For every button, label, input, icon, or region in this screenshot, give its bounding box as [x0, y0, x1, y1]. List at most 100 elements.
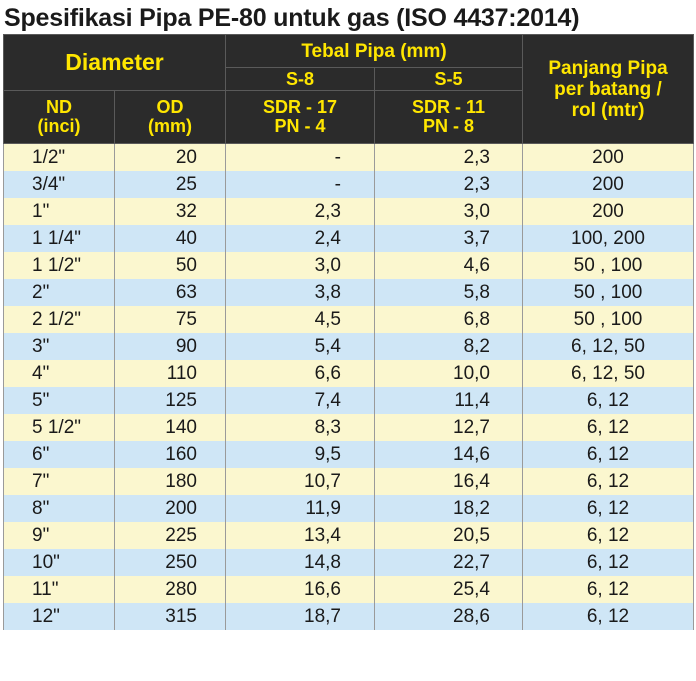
header-sdr17-line1: SDR - 17	[262, 97, 338, 117]
cell-panjang: 6, 12	[522, 549, 694, 576]
cell-panjang: 50 , 100	[522, 306, 694, 333]
cell-od: 20	[114, 143, 226, 171]
cell-s5: 12,7	[374, 414, 523, 441]
cell-nd: 5 1/2"	[3, 414, 115, 441]
cell-s8: 14,8	[225, 549, 375, 576]
header-sdr11-line2: PN - 8	[422, 116, 474, 136]
cell-panjang: 6, 12	[522, 522, 694, 549]
table-row: 8" 200 11,9 18,2 6, 12	[3, 495, 694, 522]
cell-od: 50	[114, 252, 226, 279]
table-header: Diameter Tebal Pipa (mm) Panjang Pipa pe…	[3, 34, 694, 144]
table-row: 3" 90 5,4 8,2 6, 12, 50	[3, 333, 694, 360]
cell-od: 140	[114, 414, 226, 441]
table-row: 5 1/2" 140 8,3 12,7 6, 12	[3, 414, 694, 441]
cell-s5: 16,4	[374, 468, 523, 495]
cell-panjang: 200	[522, 143, 694, 171]
cell-nd: 3/4"	[3, 171, 115, 198]
cell-panjang: 100, 200	[522, 225, 694, 252]
cell-s8: 2,3	[225, 198, 375, 225]
cell-s8: 6,6	[225, 360, 375, 387]
cell-s5: 6,8	[374, 306, 523, 333]
header-nd-line2: (inci)	[37, 116, 81, 136]
cell-od: 40	[114, 225, 226, 252]
cell-s8: 2,4	[225, 225, 375, 252]
table-row: 9" 225 13,4 20,5 6, 12	[3, 522, 694, 549]
cell-s5: 20,5	[374, 522, 523, 549]
table-row: 5" 125 7,4 11,4 6, 12	[3, 387, 694, 414]
cell-od: 25	[114, 171, 226, 198]
cell-nd: 6"	[3, 441, 115, 468]
header-sdr17: SDR - 17 PN - 4	[225, 90, 375, 144]
table-row: 12" 315 18,7 28,6 6, 12	[3, 603, 694, 630]
cell-s5: 14,6	[374, 441, 523, 468]
cell-nd: 9"	[3, 522, 115, 549]
cell-od: 315	[114, 603, 226, 630]
cell-nd: 3"	[3, 333, 115, 360]
header-nd-line1: ND	[46, 97, 72, 117]
cell-panjang: 6, 12, 50	[522, 333, 694, 360]
header-od: OD (mm)	[114, 90, 226, 144]
cell-od: 180	[114, 468, 226, 495]
cell-s5: 25,4	[374, 576, 523, 603]
table-row: 2 1/2" 75 4,5 6,8 50 , 100	[3, 306, 694, 333]
table-row: 1" 32 2,3 3,0 200	[3, 198, 694, 225]
cell-s5: 2,3	[374, 143, 523, 171]
header-sdr11: SDR - 11 PN - 8	[374, 90, 523, 144]
header-od-line1: OD	[156, 97, 184, 117]
cell-nd: 7"	[3, 468, 115, 495]
cell-nd: 1/2"	[3, 143, 115, 171]
cell-s5: 3,7	[374, 225, 523, 252]
cell-panjang: 50 , 100	[522, 252, 694, 279]
cell-s8: 10,7	[225, 468, 375, 495]
cell-s5: 28,6	[374, 603, 523, 630]
cell-s5: 18,2	[374, 495, 523, 522]
table-row: 2" 63 3,8 5,8 50 , 100	[3, 279, 694, 306]
spec-table: Diameter Tebal Pipa (mm) Panjang Pipa pe…	[3, 34, 694, 630]
cell-nd: 12"	[3, 603, 115, 630]
table-row: 6" 160 9,5 14,6 6, 12	[3, 441, 694, 468]
cell-panjang: 6, 12	[522, 603, 694, 630]
cell-s5: 2,3	[374, 171, 523, 198]
cell-nd: 1 1/4"	[3, 225, 115, 252]
cell-panjang: 6, 12	[522, 387, 694, 414]
cell-panjang: 6, 12	[522, 441, 694, 468]
cell-s8: 7,4	[225, 387, 375, 414]
cell-s8: 13,4	[225, 522, 375, 549]
cell-nd: 1"	[3, 198, 115, 225]
cell-nd: 10"	[3, 549, 115, 576]
cell-nd: 2"	[3, 279, 115, 306]
table-row: 10" 250 14,8 22,7 6, 12	[3, 549, 694, 576]
table-row: 1 1/4" 40 2,4 3,7 100, 200	[3, 225, 694, 252]
header-nd: ND (inci)	[3, 90, 115, 144]
header-panjang-line1: Panjang Pipa	[548, 57, 668, 79]
cell-panjang: 200	[522, 198, 694, 225]
cell-s5: 22,7	[374, 549, 523, 576]
cell-s5: 3,0	[374, 198, 523, 225]
cell-s5: 8,2	[374, 333, 523, 360]
cell-s8: 3,0	[225, 252, 375, 279]
cell-s5: 4,6	[374, 252, 523, 279]
cell-s8: -	[225, 143, 375, 171]
cell-s8: 5,4	[225, 333, 375, 360]
cell-s8: 9,5	[225, 441, 375, 468]
table-row: 4" 110 6,6 10,0 6, 12, 50	[3, 360, 694, 387]
cell-s8: 4,5	[225, 306, 375, 333]
cell-od: 110	[114, 360, 226, 387]
cell-s8: 11,9	[225, 495, 375, 522]
cell-nd: 5"	[3, 387, 115, 414]
cell-od: 75	[114, 306, 226, 333]
table-row: 7" 180 10,7 16,4 6, 12	[3, 468, 694, 495]
cell-od: 225	[114, 522, 226, 549]
header-sdr11-line1: SDR - 11	[411, 97, 486, 117]
cell-od: 250	[114, 549, 226, 576]
header-s5: S-5	[374, 67, 523, 91]
cell-panjang: 6, 12, 50	[522, 360, 694, 387]
cell-panjang: 6, 12	[522, 495, 694, 522]
header-sdr17-line2: PN - 4	[274, 116, 326, 136]
cell-od: 90	[114, 333, 226, 360]
cell-s8: 3,8	[225, 279, 375, 306]
cell-nd: 8"	[3, 495, 115, 522]
cell-s8: 16,6	[225, 576, 375, 603]
cell-s8: 18,7	[225, 603, 375, 630]
cell-od: 200	[114, 495, 226, 522]
